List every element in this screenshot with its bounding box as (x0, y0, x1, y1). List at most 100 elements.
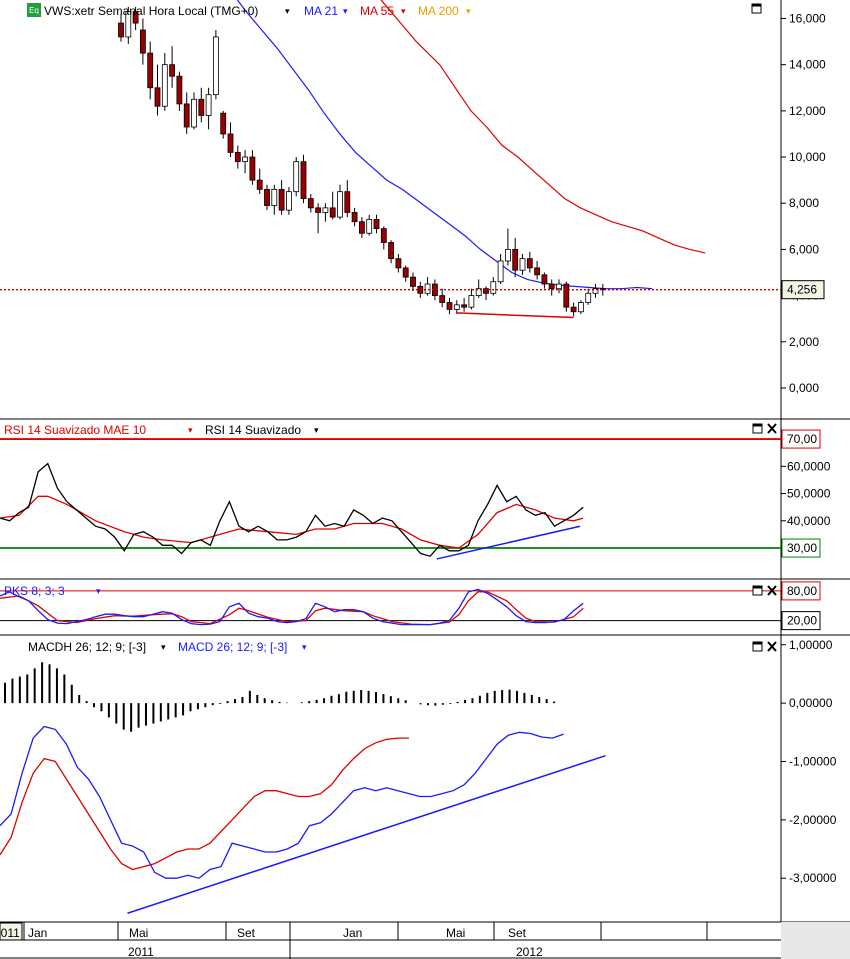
candle (410, 272, 416, 291)
rsi-ma-line (0, 495, 584, 549)
time-label: 2011 (0, 926, 20, 940)
candle (439, 288, 446, 308)
y-tick-label: 80,00 (787, 584, 817, 598)
macdh-legend[interactable]: MACDH 26; 12; 9; [-3] (28, 640, 146, 654)
time-label: Set (237, 926, 256, 940)
candle-body (300, 161, 307, 200)
year-label: 2012 (516, 945, 543, 959)
pks-d-line (0, 591, 584, 626)
macd-legend[interactable]: MACD 26; 12; 9; [-3] (178, 640, 287, 654)
candle-body (132, 11, 139, 24)
candle (264, 184, 270, 211)
candle (154, 64, 161, 116)
y-tick-label: 70,00 (787, 432, 817, 446)
candle-body (249, 156, 256, 181)
candle (322, 203, 329, 222)
candle-body (446, 302, 453, 310)
chevron-down-icon[interactable]: ▾ (188, 425, 193, 435)
candle-body (585, 292, 592, 303)
candle-body (548, 283, 555, 290)
candle (585, 288, 592, 305)
candle-body (256, 179, 263, 190)
y-tick-label: 60,0000 (787, 459, 831, 473)
candle-body (556, 283, 562, 290)
ma200-legend[interactable]: MA 200 (418, 4, 459, 18)
pks-legend[interactable]: PKS 8; 3; 3 (4, 584, 65, 598)
candle (118, 13, 124, 42)
candle (380, 226, 387, 250)
maximize-icon[interactable] (752, 423, 763, 434)
eq-logo-icon: Eq (27, 3, 41, 17)
rsi-legend[interactable]: RSI 14 Suavizado (205, 423, 301, 437)
price-header: Eq VWS:xetr Semanal Hora Local (TMG+0) ▾… (27, 3, 471, 18)
ma21-legend[interactable]: MA 21 (304, 4, 338, 18)
candle (161, 53, 168, 111)
maximize-icon[interactable] (752, 641, 763, 652)
candle (205, 87, 212, 130)
candle-body (191, 98, 197, 128)
candle (132, 6, 139, 31)
candle-body (534, 267, 540, 276)
candle (169, 46, 176, 88)
time-label: Jan (28, 926, 47, 940)
candle (300, 154, 307, 204)
candle (578, 300, 584, 315)
ma55-legend[interactable]: MA 55 (360, 4, 394, 18)
candle (344, 180, 351, 218)
close-icon[interactable] (767, 423, 777, 434)
chevron-down-icon[interactable]: ▾ (466, 6, 471, 16)
candle-body (358, 221, 365, 234)
candle (256, 168, 263, 194)
candle (388, 240, 395, 264)
candle (475, 279, 482, 298)
y-tick-label: 1,00000 (789, 638, 833, 652)
candle-body (439, 295, 446, 303)
y-tick-label: 8,000 (789, 196, 819, 210)
candle (468, 288, 475, 310)
candle-body (242, 156, 249, 163)
close-icon[interactable] (767, 585, 777, 596)
candle-body (118, 22, 124, 38)
candle (497, 254, 504, 285)
y-tick-label: 30,00 (787, 541, 817, 555)
y-tick-label: 10,000 (789, 150, 826, 164)
chevron-down-icon[interactable]: ▾ (401, 6, 406, 16)
maximize-icon[interactable] (752, 585, 763, 596)
candle (242, 150, 249, 174)
chevron-down-icon[interactable]: ▾ (96, 586, 101, 596)
candle-body (578, 302, 584, 313)
candle (373, 214, 380, 234)
candle-body (234, 152, 241, 163)
candle (358, 217, 365, 238)
price-chart-title: VWS:xetr Semanal Hora Local (TMG+0) (44, 4, 258, 18)
candle-body (271, 188, 278, 206)
chevron-down-icon[interactable]: ▾ (343, 6, 348, 16)
chevron-down-icon[interactable]: ▾ (285, 6, 290, 16)
rsi-ma-legend[interactable]: RSI 14 Suavizado MAE 10 (4, 423, 146, 437)
close-icon[interactable] (767, 641, 777, 652)
y-tick-label: 20,00 (787, 614, 817, 628)
maximize-icon[interactable] (751, 3, 762, 14)
candle (337, 184, 343, 220)
candle-body (278, 188, 285, 211)
y-tick-label: -1,00000 (789, 754, 837, 768)
rsi-trendline (436, 525, 581, 560)
chevron-down-icon[interactable]: ▾ (314, 425, 319, 435)
candle-body (373, 218, 380, 230)
chevron-down-icon[interactable]: ▾ (161, 642, 166, 652)
candle (461, 297, 468, 312)
candle (504, 228, 511, 266)
candle-body (293, 161, 300, 193)
rsi-line (0, 462, 584, 557)
candle-body (315, 207, 322, 213)
candle-body (212, 36, 219, 96)
candle-body (563, 283, 570, 308)
candle (556, 279, 562, 294)
chevron-down-icon[interactable]: ▾ (302, 642, 307, 652)
candle-body (366, 218, 373, 234)
time-label: Jan (343, 926, 362, 940)
y-tick-label: 0,000 (789, 381, 819, 395)
candle (402, 265, 409, 282)
candle (285, 187, 292, 215)
candle (534, 260, 540, 280)
